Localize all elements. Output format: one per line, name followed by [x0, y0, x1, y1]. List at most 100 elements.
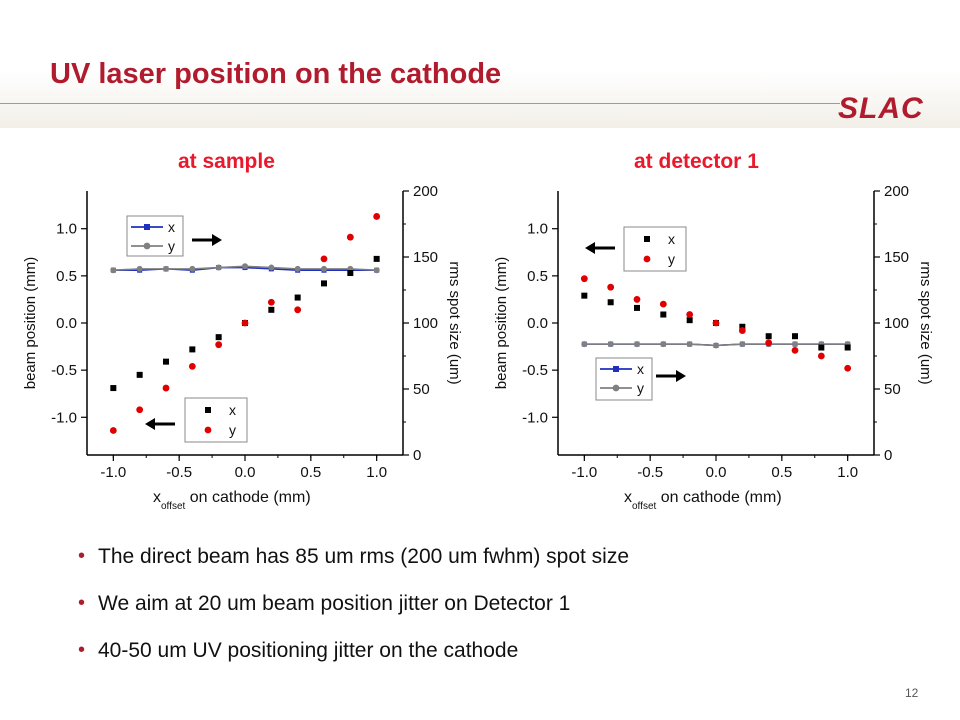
y-right-tick-label: 150	[413, 249, 438, 266]
position-point-x	[686, 317, 693, 324]
position-axis-arrow	[585, 242, 615, 254]
x-tick-label: 0.5	[300, 464, 321, 481]
position-axis-arrow-head	[145, 418, 155, 430]
y-left-tick-label: -0.5	[522, 362, 548, 379]
position-point-x	[792, 333, 798, 340]
size-axis-arrow-head	[212, 234, 222, 246]
header-band	[0, 0, 960, 128]
y-right-tick-label: 50	[413, 381, 430, 398]
position-point-x	[844, 344, 851, 351]
size-legend-label: y	[168, 238, 175, 254]
position-point-y	[712, 319, 720, 327]
position-axis-arrow-head	[585, 242, 595, 254]
position-point-y	[136, 406, 144, 414]
x-tick-label: 1.0	[366, 464, 387, 481]
size-marker-y	[136, 265, 143, 272]
y-right-tick-label: 200	[884, 183, 909, 200]
x-tick-label: 0.0	[706, 464, 727, 481]
subhead-at-sample: at sample	[178, 150, 275, 173]
position-point-x	[110, 385, 117, 392]
size-legend-marker	[143, 242, 151, 250]
position-point-x	[607, 299, 614, 306]
position-point-x	[163, 358, 169, 365]
y-left-tick-label: 0.5	[527, 268, 548, 285]
position-legend-box	[623, 226, 687, 272]
position-point-x	[189, 346, 196, 353]
size-legend-label: x	[637, 361, 644, 377]
chart-sample: -1.0 -0.5 0.0 0.5 1.0 -1.0 -0.5 0.0 0.5 1.0 0 50 100…	[22, 183, 463, 512]
y-left-tick-label: -0.5	[51, 362, 77, 379]
size-legend-marker	[612, 384, 620, 392]
size-marker-y	[581, 341, 588, 348]
y-right-tick-label: 100	[884, 315, 909, 332]
x-tick-label: -0.5	[637, 464, 663, 481]
size-marker-y	[373, 267, 380, 274]
position-point-y	[162, 384, 170, 392]
size-marker-y	[268, 264, 275, 271]
y-left-tick-label: 1.0	[56, 221, 77, 238]
charts-area: -1.0 -0.5 0.0 0.5 1.0 -1.0 -0.5 0.0 0.5 1.0 0 50 100…	[22, 183, 934, 512]
bullet-list: • The direct beam has 85 um rms (200 um f…	[78, 542, 629, 683]
position-point-x	[818, 344, 825, 351]
size-marker-y	[792, 341, 798, 348]
bullet-dot-icon: •	[78, 545, 86, 567]
title-rule	[0, 103, 840, 104]
size-legend-label: x	[168, 219, 175, 235]
bullet-item: • We aim at 20 um beam position jitter on…	[78, 589, 629, 636]
position-legend-marker	[204, 426, 212, 434]
size-marker-y	[739, 341, 746, 348]
size-marker-y	[607, 341, 614, 348]
position-point-x	[581, 292, 588, 299]
position-point-x	[660, 311, 667, 318]
x-tick-label: -1.0	[100, 464, 126, 481]
position-legend-label: x	[668, 231, 675, 247]
x-axis-label: xoffset on cathode (mm)	[624, 489, 782, 512]
x-axis-label-rest: on cathode (mm)	[185, 489, 310, 506]
slac-logo: SLAC	[838, 92, 924, 125]
position-point-y	[659, 300, 667, 308]
position-point-y	[817, 352, 825, 360]
size-marker-y	[713, 342, 719, 349]
position-legend-marker	[643, 255, 651, 263]
position-point-x	[321, 280, 327, 287]
position-axis-arrow	[145, 418, 175, 430]
position-point-y	[373, 213, 381, 220]
bullet-text: The direct beam has 85 um rms (200 um fw…	[98, 545, 630, 568]
y-left-axis-label: beam position (mm)	[493, 257, 510, 390]
position-point-x	[347, 270, 354, 277]
size-legend-marker	[613, 366, 619, 372]
position-legend-marker	[644, 236, 650, 242]
subhead-at-detector: at detector 1	[634, 150, 759, 173]
position-point-y	[686, 311, 694, 318]
y-right-axis-label: rms spot size (um)	[446, 261, 463, 384]
position-point-x	[373, 255, 380, 262]
slide-title: UV laser position on the cathode	[50, 58, 502, 90]
position-point-y	[765, 339, 773, 347]
size-marker-y	[660, 341, 667, 348]
position-legend-label: x	[229, 402, 236, 418]
y-left-axis-label: beam position (mm)	[22, 257, 39, 390]
y-left-tick-label: -1.0	[522, 409, 548, 426]
position-point-x	[268, 306, 275, 313]
position-point-y	[215, 341, 223, 349]
position-point-y	[844, 364, 852, 372]
size-marker-y	[163, 265, 169, 272]
y-right-tick-label: 0	[884, 447, 892, 464]
y-left-tick-label: 1.0	[527, 221, 548, 238]
bullet-item: • The direct beam has 85 um rms (200 um f…	[78, 542, 629, 589]
bullet-text: 40-50 um UV positioning jitter on the ca…	[98, 639, 519, 662]
x-tick-label: 1.0	[837, 464, 858, 481]
x-tick-label: -1.0	[571, 464, 597, 481]
position-legend-label: y	[229, 422, 236, 438]
y-right-tick-label: 200	[413, 183, 438, 200]
position-legend-box	[184, 397, 248, 443]
x-tick-label: 0.5	[771, 464, 792, 481]
bullet-item: • 40-50 um UV positioning jitter on the c…	[78, 636, 629, 683]
size-legend-marker	[144, 224, 150, 230]
position-point-y	[346, 233, 354, 241]
y-left-tick-label: 0.0	[527, 315, 548, 332]
chart-detector: -1.0 -0.5 0.0 0.5 1.0 -1.0 -0.5 0.0 0.5 1.0 0 50 100…	[493, 183, 934, 512]
size-legend-label: y	[637, 380, 644, 396]
x-tick-label: 0.0	[235, 464, 256, 481]
y-right-tick-label: 150	[884, 249, 909, 266]
